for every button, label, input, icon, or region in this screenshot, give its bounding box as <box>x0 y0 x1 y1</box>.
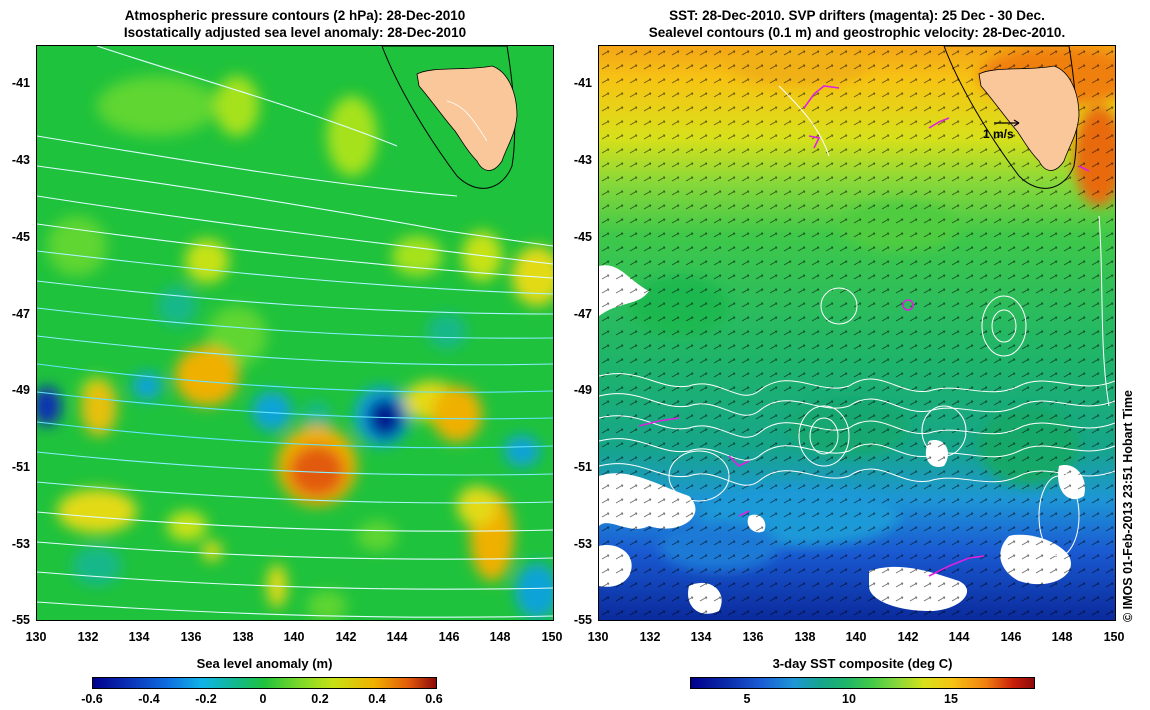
right-ytick: -49 <box>573 383 592 397</box>
velocity-scale-label: 1 m/s <box>983 127 1014 141</box>
sst-svg: 1 m/s <box>599 46 1115 620</box>
right-xtick: 134 <box>690 630 712 644</box>
left-xtick: 136 <box>180 630 202 644</box>
right-cbtick: 5 <box>743 692 751 706</box>
left-ytick: -55 <box>11 613 30 627</box>
right-cbtick: 10 <box>842 692 856 706</box>
left-ytick: -45 <box>11 230 30 244</box>
right-xtick: 144 <box>948 630 970 644</box>
sea-level-colorbar <box>92 677 437 689</box>
tasmania-land-right <box>943 46 1080 189</box>
right-xtick: 140 <box>845 630 867 644</box>
pressure-contours <box>37 46 553 618</box>
right-xtick: 132 <box>639 630 661 644</box>
sea-level-anomaly-svg <box>37 46 553 620</box>
left-title-line2: Isostatically adjusted sea level anomaly… <box>123 25 467 40</box>
right-ytick: -41 <box>573 76 592 90</box>
left-xtick: 138 <box>232 630 254 644</box>
svp-drifter-tracks <box>638 85 1090 577</box>
right-xtick: 136 <box>742 630 764 644</box>
left-cbtick: -0.2 <box>195 692 217 706</box>
left-cbtick: 0.6 <box>425 692 443 706</box>
right-xtick: 150 <box>1103 630 1125 644</box>
left-panel-title: Atmospheric pressure contours (2 hPa): 2… <box>36 7 554 41</box>
left-xtick: 134 <box>128 630 150 644</box>
left-xtick: 130 <box>25 630 47 644</box>
right-ytick: -53 <box>573 537 592 551</box>
left-cbtick: -0.6 <box>81 692 103 706</box>
left-colorbar-label: Sea level anomaly (m) <box>196 656 333 671</box>
right-panel-title: SST: 28-Dec-2010. SVP drifters (magenta)… <box>598 7 1116 41</box>
left-cbtick: 0 <box>259 692 267 706</box>
right-title-line2: Sealevel contours (0.1 m) and geostrophi… <box>648 25 1066 40</box>
right-xtick: 138 <box>794 630 816 644</box>
left-ytick: -43 <box>11 153 30 167</box>
left-xtick: 132 <box>77 630 99 644</box>
right-xtick: 148 <box>1051 630 1073 644</box>
right-title-line1: SST: 28-Dec-2010. SVP drifters (magenta)… <box>669 8 1045 23</box>
right-ytick: -47 <box>573 307 592 321</box>
left-cbtick: -0.4 <box>138 692 160 706</box>
sealevel-contours <box>599 85 1115 557</box>
left-cbtick: 0.2 <box>311 692 329 706</box>
sea-level-anomaly-map <box>36 45 554 621</box>
right-xtick: 142 <box>897 630 919 644</box>
left-title-line1: Atmospheric pressure contours (2 hPa): 2… <box>124 8 466 23</box>
left-xtick: 146 <box>438 630 460 644</box>
sst-colorbar <box>690 677 1035 689</box>
sst-map: 1 m/s <box>598 45 1116 621</box>
right-colorbar-label: 3-day SST composite (deg C) <box>772 656 953 671</box>
tasmania-land <box>381 46 518 189</box>
left-ytick: -53 <box>11 537 30 551</box>
left-ytick: -41 <box>11 76 30 90</box>
left-xtick: 144 <box>386 630 408 644</box>
left-ytick: -51 <box>11 460 30 474</box>
right-ytick: -51 <box>573 460 592 474</box>
left-cbtick: 0.4 <box>368 692 386 706</box>
left-xtick: 148 <box>489 630 511 644</box>
right-xtick: 146 <box>1000 630 1022 644</box>
right-ytick: -55 <box>573 613 592 627</box>
left-xtick: 140 <box>283 630 305 644</box>
right-ytick: -45 <box>573 230 592 244</box>
imos-credit: © IMOS 01-Feb-2013 23:51 Hobart Time <box>1121 390 1135 622</box>
left-xtick: 142 <box>335 630 357 644</box>
left-ytick: -47 <box>11 307 30 321</box>
velocity-scale-arrow <box>994 119 1020 127</box>
left-xtick: 150 <box>541 630 563 644</box>
right-ytick: -43 <box>573 153 592 167</box>
left-ytick: -49 <box>11 383 30 397</box>
right-xtick: 130 <box>587 630 609 644</box>
right-cbtick: 15 <box>944 692 958 706</box>
